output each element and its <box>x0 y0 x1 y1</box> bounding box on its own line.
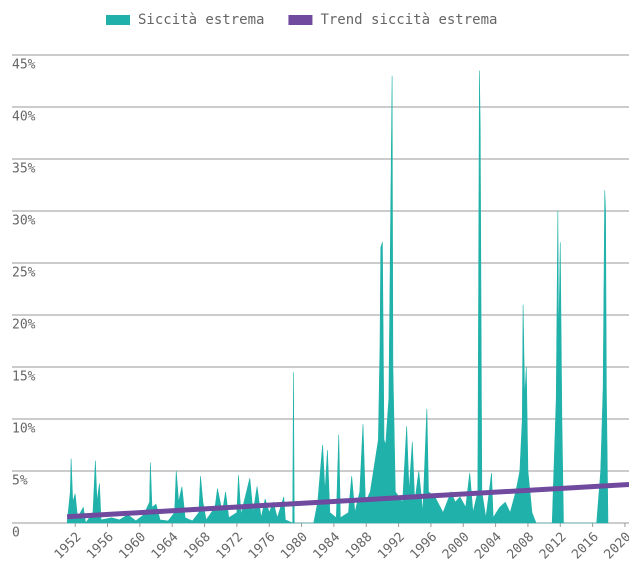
y-tick-label: 5% <box>12 474 28 489</box>
y-tick-label: 10% <box>12 422 36 437</box>
y-tick-label: 25% <box>12 266 36 281</box>
x-tick-label: 2020 <box>602 530 629 563</box>
legend-label: Trend siccità estrema <box>320 12 497 28</box>
x-tick-label: 2000 <box>440 530 473 563</box>
x-tick-label: 2008 <box>504 530 537 563</box>
y-tick-label: 35% <box>12 162 36 177</box>
x-tick-label: 2012 <box>537 530 570 563</box>
x-tick-label: 1972 <box>213 530 246 563</box>
legend-swatch <box>106 15 130 25</box>
x-tick-label: 1984 <box>310 530 343 563</box>
y-tick-label: 15% <box>12 370 36 385</box>
x-tick-label: 1968 <box>181 530 214 563</box>
trend-line <box>66 482 629 520</box>
y-tick-label: 0 <box>12 526 20 541</box>
x-tick-label: 1992 <box>375 530 408 563</box>
drought-area <box>66 70 609 524</box>
x-tick-label: 1956 <box>84 530 117 563</box>
x-tick-label: 1996 <box>407 530 440 563</box>
x-tick-label: 1960 <box>116 530 149 563</box>
x-tick-label: 2016 <box>569 530 602 563</box>
x-tick-label: 1952 <box>52 530 85 563</box>
legend-swatch <box>288 15 313 25</box>
x-tick-label: 2004 <box>472 530 505 563</box>
x-tick-label: 1988 <box>343 530 376 563</box>
legend: Siccità estrema Trend siccità estrema <box>106 12 497 28</box>
y-tick-label: 30% <box>12 214 36 229</box>
x-tick-label: 1964 <box>149 530 182 563</box>
legend-label: Siccità estrema <box>138 12 264 28</box>
y-tick-label: 40% <box>12 110 36 125</box>
x-tick-label: 1976 <box>246 530 279 563</box>
x-tick-label: 1980 <box>278 530 311 563</box>
y-tick-label: 45% <box>12 58 36 73</box>
y-tick-label: 20% <box>12 318 36 333</box>
